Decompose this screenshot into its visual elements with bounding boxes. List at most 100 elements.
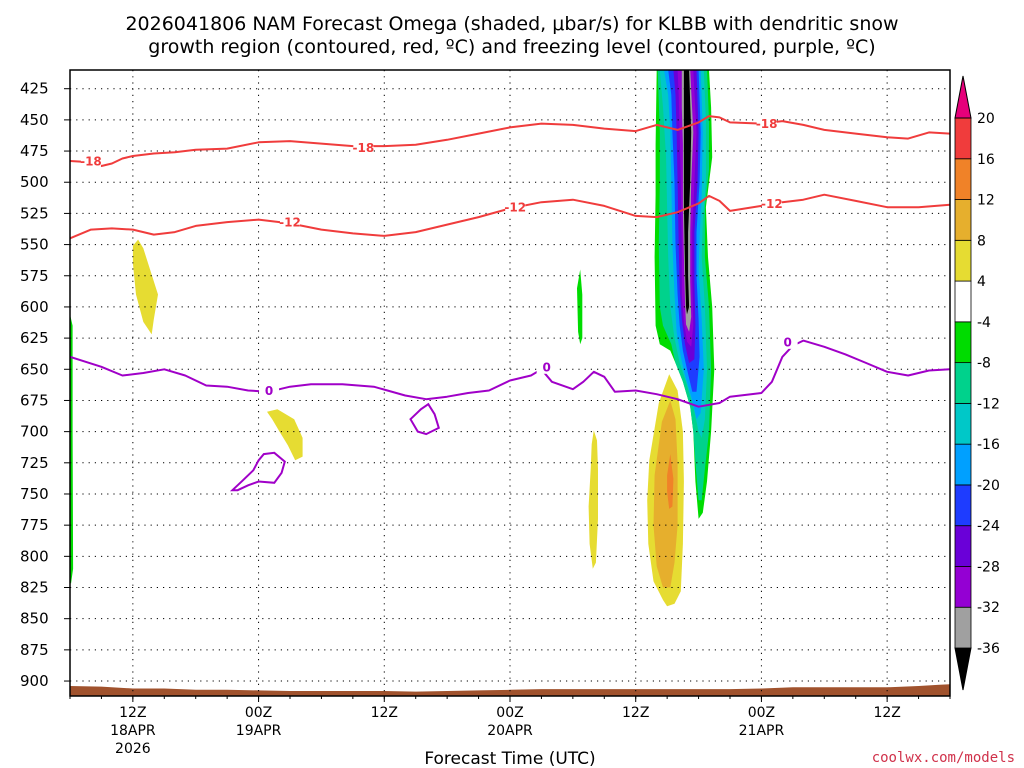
colorbar-band-5 — [954, 443, 972, 486]
label-zero-bg-0 — [259, 383, 280, 398]
ytick-label-13: 750 — [20, 485, 49, 503]
colorbar-label-4: -20 — [977, 478, 1000, 494]
time-axis: 12Z 18APR 2026 00Z 19APR 12Z 00Z 20APR 12Z 00Z 21A… — [69, 696, 951, 757]
ytick-label-7: 600 — [20, 298, 49, 316]
colorbar-band-13 — [954, 117, 972, 160]
colorbar-band-7 — [954, 362, 972, 404]
chart-title-line2: growth region (contoured, red, ºC) and f… — [148, 36, 875, 58]
ytick-label-1: 450 — [20, 111, 49, 129]
omega-region-1 — [267, 409, 303, 461]
omega-shading-layer — [70, 70, 715, 607]
colorbar-label-1: -32 — [977, 600, 1000, 616]
ytick-label-4: 525 — [20, 204, 49, 222]
ytick-label-5: 550 — [20, 236, 49, 254]
xtick-label-2: 12Z — [371, 705, 398, 721]
grid-layer — [70, 70, 950, 696]
ytick-label-12: 725 — [20, 454, 49, 472]
chart-title-line1: 2026041806 NAM Forecast Omega (shaded, μ… — [125, 13, 898, 35]
xtick-date-0: 18APR — [110, 723, 156, 739]
xtick-label-6: 12Z — [873, 705, 900, 721]
label-minus18-bg-0 — [80, 154, 101, 169]
ytick-label-18: 875 — [20, 641, 49, 659]
colorbar-label-5: -16 — [977, 437, 1000, 453]
colorbar-band-11 — [954, 199, 972, 241]
label-zero-0: 0 — [265, 384, 273, 398]
colorbar-band-14 — [954, 75, 972, 119]
ytick-label-15: 800 — [20, 547, 49, 565]
label-minus12-bg-0 — [280, 215, 300, 230]
colorbar: -36 -32 -28 -24 -20 -16 -12 -8 -4 4 8 12 16 20 — [954, 75, 1000, 691]
contour-freezing-closed-1 — [229, 451, 286, 492]
colorbar-band-2 — [954, 566, 972, 608]
label-minus18-bg-1 — [353, 140, 374, 155]
colorbar-label-11: 12 — [977, 193, 995, 209]
ytick-label-17: 850 — [20, 610, 49, 628]
pressure-axis: 425 450 475 500 525 550 575 600 625 650 675 700 725 7… — [20, 80, 70, 690]
ytick-label-3: 500 — [20, 173, 49, 191]
colorbar-band-3 — [954, 525, 972, 567]
credit-text: coolwx.com/models — [872, 750, 1015, 766]
label-minus18-1: -18 — [352, 141, 374, 155]
label-minus12-bg-2 — [761, 196, 782, 211]
label-minus12-2: -12 — [761, 197, 783, 211]
ytick-label-14: 775 — [20, 516, 49, 534]
ytick-label-0: 425 — [20, 80, 49, 98]
ytick-label-9: 650 — [20, 360, 49, 378]
ytick-label-8: 625 — [20, 329, 49, 347]
colorbar-label-2: -28 — [977, 559, 1000, 575]
colorbar-label-3: -24 — [977, 519, 1000, 535]
contour-freezing-level — [70, 339, 950, 408]
colorbar-band-10 — [954, 239, 972, 282]
xtick-label-1: 00Z — [245, 705, 272, 721]
omega-region-5 — [667, 454, 674, 509]
label-zero-1: 0 — [542, 360, 550, 374]
xtick-label-4: 12Z — [622, 705, 649, 721]
colorbar-label-12: 16 — [977, 152, 995, 168]
colorbar-label-9: 4 — [977, 274, 986, 290]
colorbar-band-4 — [954, 484, 972, 527]
ytick-label-16: 825 — [20, 579, 49, 597]
colorbar-label-10: 8 — [977, 233, 986, 249]
xtick-label-0: 12Z — [119, 705, 146, 721]
colorbar-label-0: -36 — [977, 641, 1000, 657]
colorbar-label-8: -4 — [977, 315, 991, 331]
colorbar-band-6 — [954, 402, 972, 445]
ytick-label-11: 700 — [20, 423, 49, 441]
label-minus18-bg-2 — [756, 116, 777, 131]
ytick-label-10: 675 — [20, 391, 49, 409]
label-zero-bg-2 — [777, 334, 798, 349]
omega-region-8 — [70, 314, 74, 584]
label-minus18-2: -18 — [756, 117, 778, 131]
colorbar-band-0 — [954, 647, 972, 691]
colorbar-label-7: -8 — [977, 356, 991, 372]
label-zero-2: 0 — [783, 335, 791, 349]
omega-region-18 — [683, 70, 692, 315]
xtick-date-5: 21APR — [739, 723, 785, 739]
contour-layer: -18 -18 -18 -12 -12 -12 0 0 0 — [70, 115, 950, 492]
ytick-label-19: 900 — [20, 672, 49, 690]
colorbar-label-6: -12 — [977, 396, 1000, 412]
ytick-label-6: 575 — [20, 267, 49, 285]
omega-region-0 — [132, 239, 158, 335]
contour-minus18 — [70, 115, 950, 167]
label-minus12-bg-1 — [505, 200, 526, 215]
label-minus12-0: -12 — [279, 216, 301, 230]
xtick-year-0: 2026 — [115, 741, 151, 757]
colorbar-band-1 — [954, 606, 972, 649]
ytick-label-2: 475 — [20, 142, 49, 160]
xtick-date-3: 20APR — [487, 723, 533, 739]
xtick-label-3: 00Z — [496, 705, 523, 721]
colorbar-band-9 — [954, 280, 972, 323]
x-axis-label: Forecast Time (UTC) — [424, 749, 595, 768]
omega-region-9 — [577, 269, 583, 345]
colorbar-band-12 — [954, 158, 972, 200]
xtick-label-5: 00Z — [748, 705, 775, 721]
label-minus12-1: -12 — [504, 201, 526, 215]
colorbar-band-8 — [954, 321, 972, 364]
colorbar-label-13: 20 — [977, 111, 995, 127]
omega-region-2 — [588, 430, 598, 569]
label-minus18-0: -18 — [80, 155, 102, 169]
xtick-date-1: 19APR — [236, 723, 282, 739]
label-zero-bg-1 — [536, 359, 557, 374]
